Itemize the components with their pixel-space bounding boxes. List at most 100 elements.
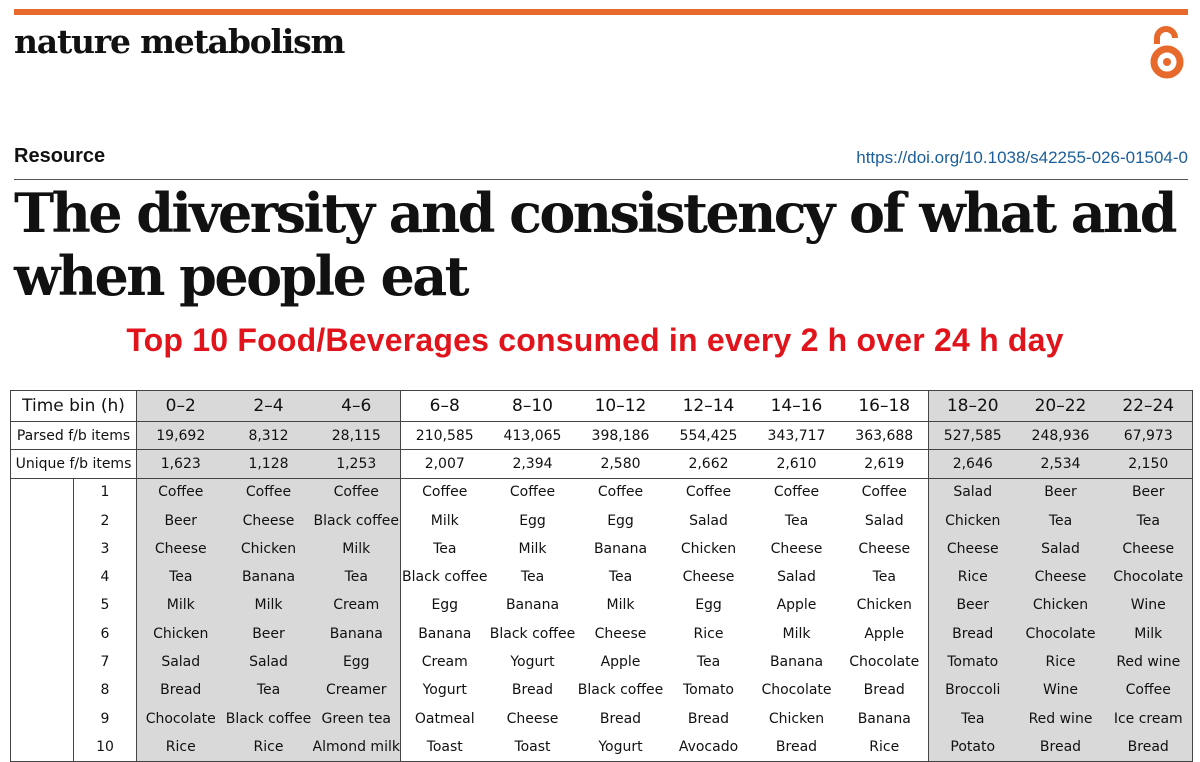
parsed-count-cell: 554,425 bbox=[664, 421, 753, 451]
doi-link[interactable]: https://doi.org/10.1038/s42255-026-01504… bbox=[856, 148, 1188, 167]
food-item-cell: Coffee bbox=[224, 478, 313, 507]
parsed-count-cell: 8,312 bbox=[224, 421, 313, 451]
food-item-cell: Bread bbox=[928, 619, 1017, 648]
rank-number: 10 bbox=[73, 732, 137, 762]
time-bin-header: 16–18 bbox=[840, 390, 929, 422]
food-item-cell: Banana bbox=[488, 591, 577, 620]
parsed-count-cell: 28,115 bbox=[312, 421, 401, 451]
food-item-cell: Cream bbox=[400, 647, 489, 677]
rank-number: 7 bbox=[73, 647, 137, 677]
food-item-cell: Oatmeal bbox=[400, 704, 489, 733]
food-item-cell: Beer bbox=[1016, 478, 1105, 507]
food-item-cell: Coffee bbox=[488, 478, 577, 507]
food-item-cell: Red wine bbox=[1104, 647, 1193, 677]
food-item-cell: Avocado bbox=[664, 732, 753, 762]
food-item-cell: Coffee bbox=[136, 478, 225, 507]
food-item-cell: Bread bbox=[488, 676, 577, 705]
unique-count-cell: 1,253 bbox=[312, 449, 401, 479]
food-item-cell: Milk bbox=[400, 506, 489, 535]
food-item-cell: Green tea bbox=[312, 704, 401, 733]
food-item-cell: Potato bbox=[928, 732, 1017, 762]
food-item-cell: Chicken bbox=[224, 534, 313, 563]
parsed-count-cell: 67,973 bbox=[1104, 421, 1193, 451]
food-item-cell: Cheese bbox=[664, 562, 753, 592]
food-item-cell: Almond milk bbox=[312, 732, 401, 762]
food-item-cell: Beer bbox=[136, 506, 225, 535]
food-item-cell: Tea bbox=[928, 704, 1017, 733]
food-item-cell: Tea bbox=[312, 562, 401, 592]
rank-row: 3 Cheese Chicken Milk Tea Milk Banana Chicken Ch… bbox=[11, 534, 1193, 563]
journal-name: nature metabolism bbox=[14, 22, 345, 61]
food-item-cell: Apple bbox=[752, 591, 841, 620]
food-item-cell: Chicken bbox=[1016, 591, 1105, 620]
journal-accent-bar bbox=[14, 9, 1188, 15]
food-item-cell: Cheese bbox=[1104, 534, 1193, 563]
food-item-cell: Black coffee bbox=[576, 676, 665, 705]
rank-row: 6 Chicken Beer Banana Banana Black coffee Chee… bbox=[11, 619, 1193, 648]
rank-number: 9 bbox=[73, 704, 137, 733]
rank-number: 3 bbox=[73, 534, 137, 563]
time-bin-header: 10–12 bbox=[576, 390, 665, 422]
rank-row: Top 10 food or beverages loggedin each 2… bbox=[10, 478, 1193, 762]
food-item-cell: Banana bbox=[576, 534, 665, 563]
food-item-cell: Coffee bbox=[576, 478, 665, 507]
parsed-count-cell: 248,936 bbox=[1016, 421, 1105, 451]
food-item-cell: Rice bbox=[136, 732, 225, 762]
food-item-cell: Coffee bbox=[752, 478, 841, 507]
food-item-cell: Bread bbox=[1104, 732, 1193, 762]
food-item-cell: Red wine bbox=[1016, 704, 1105, 733]
rank-row: 7 Salad Salad Egg Cream Yogurt Apple Tea Banana C… bbox=[11, 647, 1193, 677]
food-item-cell: Banana bbox=[752, 647, 841, 677]
food-item-cell: Tea bbox=[488, 562, 577, 592]
parsed-items-row: Parsed f/b items 19,692 8,312 28,115 210,585… bbox=[10, 421, 1193, 451]
food-item-cell: Banana bbox=[400, 619, 489, 648]
time-bin-header: 2–4 bbox=[224, 390, 313, 422]
unique-count-cell: 2,534 bbox=[1016, 449, 1105, 479]
food-item-cell: Tomato bbox=[928, 647, 1017, 677]
food-item-cell: Tea bbox=[136, 562, 225, 592]
food-item-cell: Black coffee bbox=[224, 704, 313, 733]
food-item-cell: Salad bbox=[136, 647, 225, 677]
food-item-cell: Milk bbox=[136, 591, 225, 620]
rank-row: 4 Tea Banana Tea Black coffee Tea Tea Cheese Sal… bbox=[11, 562, 1193, 592]
rank-number: 1 bbox=[73, 478, 137, 507]
food-item-cell: Rice bbox=[664, 619, 753, 648]
open-access-icon bbox=[1150, 26, 1184, 79]
parsed-count-cell: 363,688 bbox=[840, 421, 929, 451]
food-item-cell: Tomato bbox=[664, 676, 753, 705]
food-item-cell: Tea bbox=[400, 534, 489, 563]
food-item-cell: Rice bbox=[1016, 647, 1105, 677]
food-item-cell: Chicken bbox=[664, 534, 753, 563]
food-item-cell: Beer bbox=[928, 591, 1017, 620]
food-item-cell: Milk bbox=[312, 534, 401, 563]
food-item-cell: Black coffee bbox=[400, 562, 489, 592]
rank-number: 4 bbox=[73, 562, 137, 592]
food-item-cell: Tea bbox=[576, 562, 665, 592]
parsed-count-cell: 19,692 bbox=[136, 421, 225, 451]
food-item-cell: Rice bbox=[928, 562, 1017, 592]
food-item-cell: Tea bbox=[840, 562, 929, 592]
food-item-cell: Cheese bbox=[136, 534, 225, 563]
food-item-cell: Wine bbox=[1104, 591, 1193, 620]
food-item-cell: Milk bbox=[488, 534, 577, 563]
food-item-cell: Tea bbox=[1016, 506, 1105, 535]
table-caption: Top 10 Food/Beverages consumed in every … bbox=[126, 322, 1064, 358]
food-item-cell: Banana bbox=[224, 562, 313, 592]
food-item-cell: Toast bbox=[400, 732, 489, 762]
rank-number: 5 bbox=[73, 591, 137, 620]
parsed-count-cell: 413,065 bbox=[488, 421, 577, 451]
food-item-cell: Apple bbox=[576, 647, 665, 677]
food-item-cell: Coffee bbox=[840, 478, 929, 507]
time-bin-header: 6–8 bbox=[400, 390, 489, 422]
time-bin-header-label: Time bin (h) bbox=[10, 390, 137, 422]
food-item-cell: Milk bbox=[224, 591, 313, 620]
parsed-count-cell: 343,717 bbox=[752, 421, 841, 451]
food-item-cell: Chicken bbox=[928, 506, 1017, 535]
food-item-cell: Salad bbox=[664, 506, 753, 535]
unique-count-cell: 2,619 bbox=[840, 449, 929, 479]
food-item-cell: Black coffee bbox=[488, 619, 577, 648]
food-item-cell: Coffee bbox=[1104, 676, 1193, 705]
food-item-cell: Beer bbox=[1104, 478, 1193, 507]
food-item-cell: Cheese bbox=[488, 704, 577, 733]
food-item-cell: Cheese bbox=[224, 506, 313, 535]
